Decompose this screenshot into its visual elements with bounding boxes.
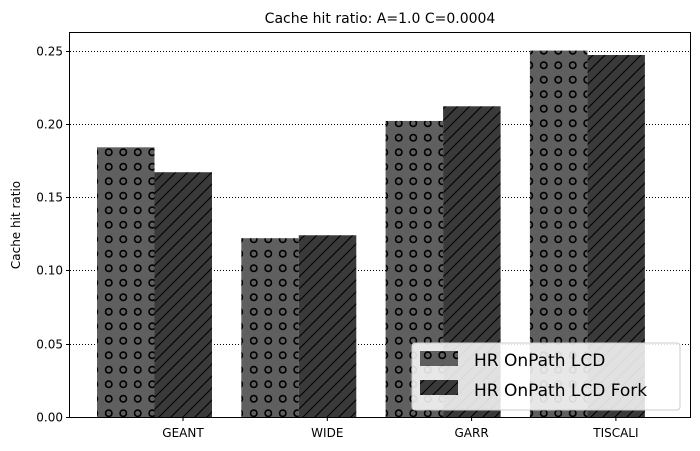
x-axis-ticks: GEANT WIDE GARR TISCALI [162, 417, 639, 440]
y-tick-label: 0.20 [36, 118, 63, 132]
y-tick-label: 0.25 [36, 45, 63, 59]
legend-swatch-hr-onpath-lcd-fork [420, 380, 458, 395]
bars [97, 50, 645, 417]
legend-swatch-hr-onpath-lcd [420, 351, 458, 366]
bar-wide-series-1 [241, 238, 299, 417]
chart-title: Cache hit ratio: A=1.0 C=0.0004 [265, 11, 496, 27]
y-axis-ticks: 0.00 0.05 0.10 0.15 0.20 0.25 [36, 45, 70, 425]
x-tick-label: WIDE [311, 426, 343, 440]
y-tick-label: 0.10 [36, 264, 63, 278]
x-tick-label: GEANT [162, 426, 204, 440]
y-tick-label: 0.00 [36, 411, 63, 425]
y-axis-title: Cache hit ratio [9, 181, 23, 269]
x-tick-label: GARR [455, 426, 489, 440]
legend: HR OnPath LCD HR OnPath LCD Fork [411, 342, 681, 411]
y-tick-label: 0.15 [36, 191, 63, 205]
legend-label-hr-onpath-lcd-fork: HR OnPath LCD Fork [474, 381, 647, 401]
x-tick-label: TISCALI [592, 426, 638, 440]
y-tick-label: 0.05 [36, 338, 63, 352]
legend-label-hr-onpath-lcd: HR OnPath LCD [474, 351, 605, 371]
plot-frame [69, 32, 691, 418]
legend-box [411, 342, 681, 411]
bar-geant-series-1 [97, 147, 155, 417]
bar-geant-series-2 [154, 172, 212, 417]
bar-wide-series-2 [298, 235, 357, 417]
